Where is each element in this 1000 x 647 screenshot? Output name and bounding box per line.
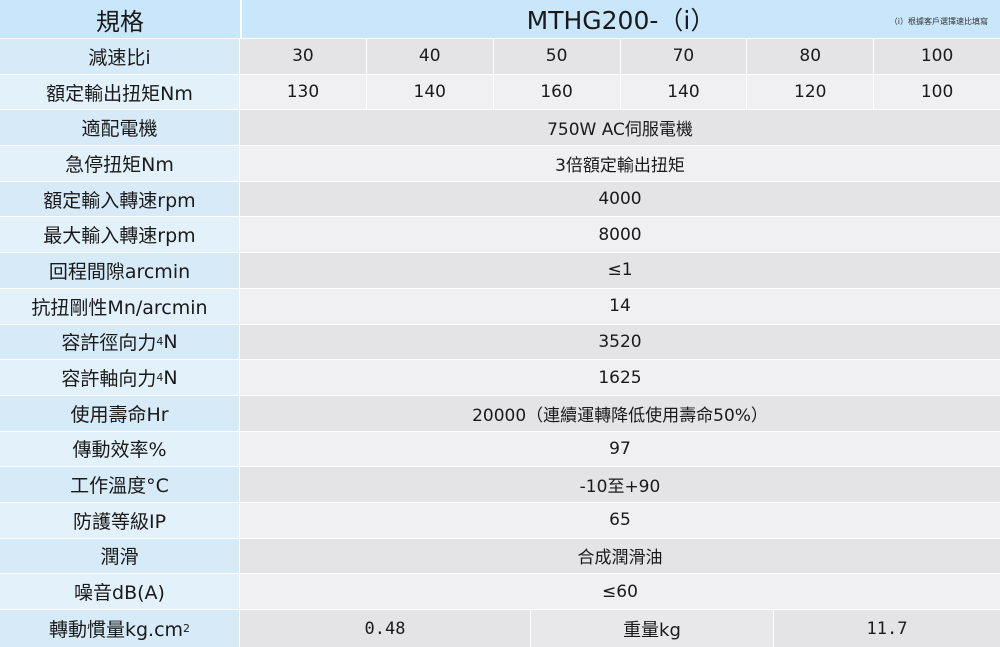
spec-label-motor: 適配電機 bbox=[0, 110, 240, 146]
spec-value-rigidity: 14 bbox=[240, 288, 1000, 324]
spec-value-weight: 11.7 bbox=[774, 610, 1000, 647]
spec-label-rated-speed: 額定輸入轉速rpm bbox=[0, 181, 240, 217]
spec-value-emergency-torque: 3倍額定輸出扭矩 bbox=[240, 146, 1000, 181]
spec-label-temperature: 工作溫度°C bbox=[0, 467, 240, 502]
spec-label-backlash: 回程間隙arcmin bbox=[0, 253, 240, 288]
spec-value-rated-speed: 4000 bbox=[240, 181, 1000, 217]
ratio-value: 80 bbox=[747, 39, 874, 74]
torque-value: 160 bbox=[493, 74, 620, 110]
spec-label-efficiency: 傳動效率% bbox=[0, 431, 240, 467]
torque-value: 100 bbox=[874, 74, 1000, 110]
spec-value-axial-force: 1625 bbox=[240, 360, 1000, 395]
spec-label-max-speed: 最大輸入轉速rpm bbox=[0, 217, 240, 253]
torque-label: 額定輸出扭矩Nm bbox=[0, 74, 240, 110]
torque-values: 130 140 160 140 120 100 bbox=[240, 74, 1000, 110]
torque-value: 120 bbox=[747, 74, 874, 110]
torque-value: 140 bbox=[620, 74, 747, 110]
ratio-value: 40 bbox=[366, 39, 493, 74]
spec-label-noise: 噪音dB(A) bbox=[0, 574, 240, 609]
spec-label-lubrication: 潤滑 bbox=[0, 538, 240, 574]
model-note: （i）根據客戶選擇速比填寫 bbox=[889, 17, 988, 26]
spec-value-max-speed: 8000 bbox=[240, 217, 1000, 253]
spec-value-noise: ≤60 bbox=[240, 574, 1000, 609]
ratio-value: 50 bbox=[493, 39, 620, 74]
header-model-cell: MTHG200-（i） （i）根據客戶選擇速比填寫 bbox=[240, 0, 1000, 38]
radial-force-text: 容許徑向力 bbox=[61, 332, 157, 355]
spec-value-lubrication: 合成潤滑油 bbox=[240, 538, 1000, 574]
spec-label-rigidity: 抗扭剛性Mn/arcmin bbox=[0, 288, 240, 324]
torque-value: 140 bbox=[366, 74, 493, 110]
spec-value-lifetime: 20000（連續運轉降低使用壽命50%） bbox=[240, 395, 1000, 431]
spec-label-radial-force: 容許徑向力 4 N bbox=[0, 324, 240, 360]
ratio-label: 減速比i bbox=[0, 39, 240, 74]
spec-label-inertia: 轉動慣量kg.cm 2 bbox=[0, 610, 240, 647]
inertia-weight-row: 0.48 重量kg 11.7 bbox=[240, 610, 1000, 647]
spec-label-emergency-torque: 急停扭矩Nm bbox=[0, 146, 240, 181]
axial-force-unit: N bbox=[163, 366, 178, 389]
spec-value-motor: 750W AC伺服電機 bbox=[240, 110, 1000, 146]
spec-value-inertia: 0.48 bbox=[240, 610, 530, 647]
header-spec-label: 規格 bbox=[0, 0, 240, 38]
spec-value-temperature: -10至+90 bbox=[240, 467, 1000, 502]
spec-label-axial-force: 容許軸向力 4 N bbox=[0, 360, 240, 395]
ratio-value: 70 bbox=[620, 39, 747, 74]
spec-value-protection: 65 bbox=[240, 502, 1000, 538]
model-name: MTHG200-（i） bbox=[526, 6, 716, 35]
torque-value: 130 bbox=[240, 74, 366, 110]
spec-label-protection: 防護等級IP bbox=[0, 502, 240, 538]
spec-label-weight: 重量kg bbox=[531, 610, 773, 647]
spec-value-efficiency: 97 bbox=[240, 431, 1000, 467]
ratio-value: 100 bbox=[874, 39, 1000, 74]
spec-label-lifetime: 使用壽命Hr bbox=[0, 395, 240, 431]
ratio-values: 30 40 50 70 80 100 bbox=[240, 39, 1000, 74]
spec-value-backlash: ≤1 bbox=[240, 253, 1000, 288]
radial-force-unit: N bbox=[163, 330, 178, 353]
spec-value-radial-force: 3520 bbox=[240, 324, 1000, 360]
axial-force-text: 容許軸向力 bbox=[61, 368, 157, 391]
ratio-value: 30 bbox=[240, 39, 366, 74]
inertia-label-text: 轉動慣量kg.cm bbox=[48, 619, 184, 641]
